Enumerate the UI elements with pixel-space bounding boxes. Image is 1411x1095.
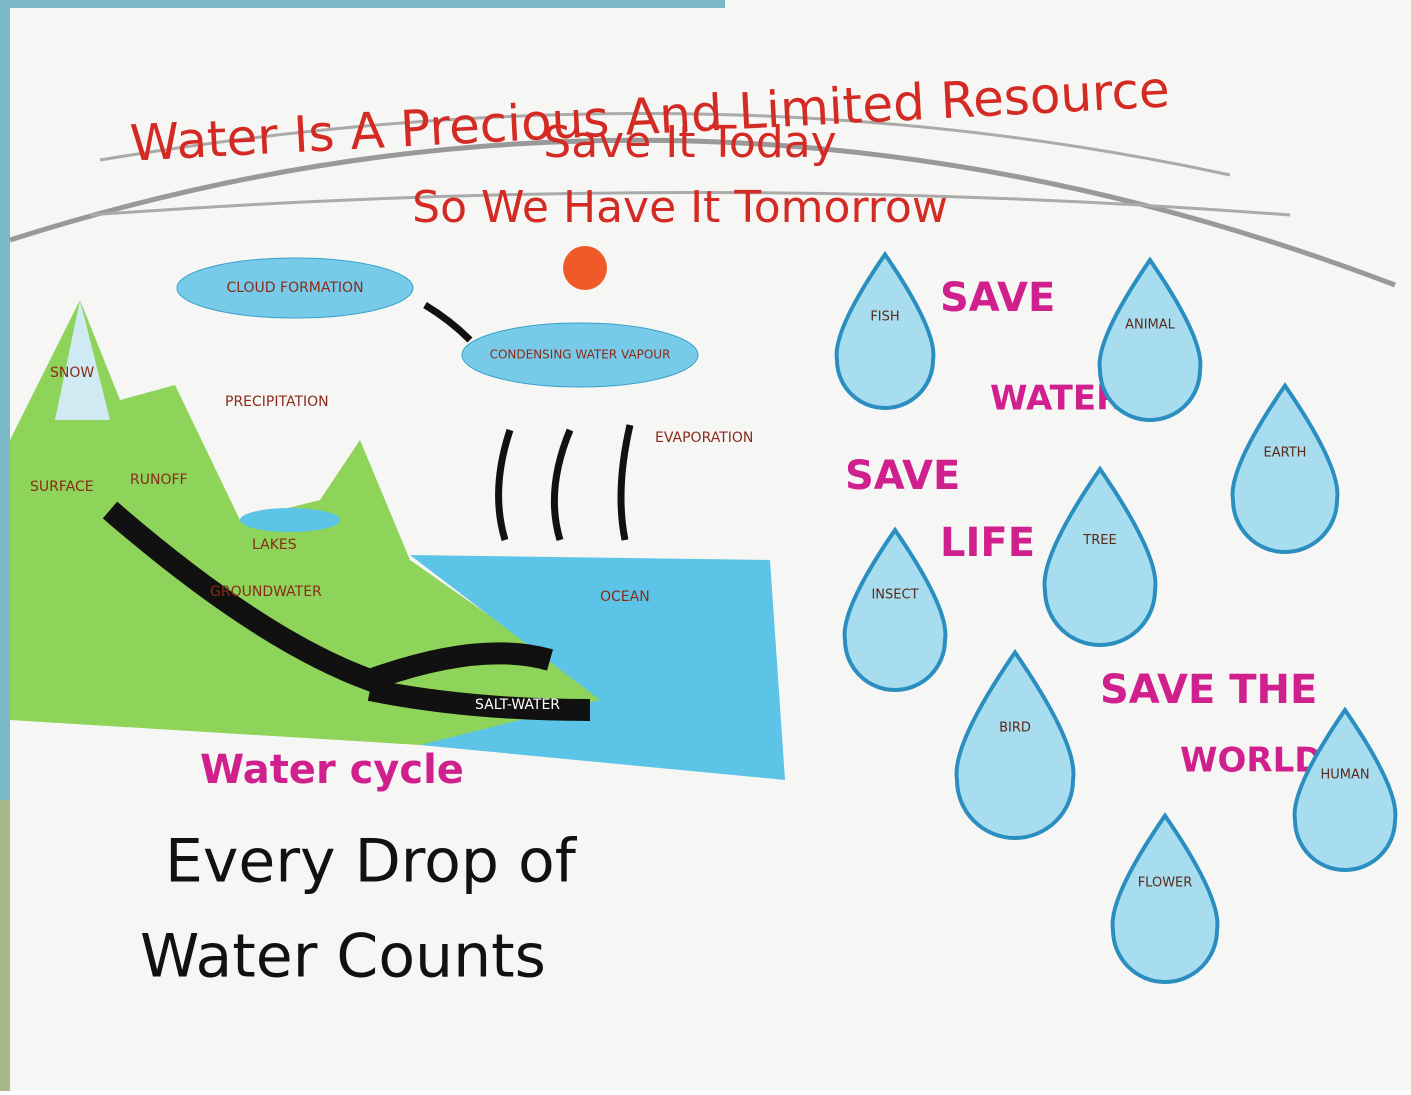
- label: CONDENSING WATER VAPOUR: [490, 348, 671, 362]
- lake: [240, 508, 340, 532]
- label: GROUNDWATER: [210, 584, 322, 600]
- drop-label: FLOWER: [1138, 876, 1193, 891]
- cycle-title: Water cycle: [200, 747, 464, 793]
- slogan: SAVE THE: [1100, 667, 1317, 713]
- subtitle: So We Have It Tomorrow: [412, 182, 948, 233]
- label: SALT-WATER: [475, 697, 560, 713]
- drop-label: FISH: [870, 309, 899, 324]
- slogan: WORLD: [1180, 741, 1322, 781]
- page: Water Is A Precious And Limited Resource…: [0, 0, 1411, 1091]
- label: SNOW: [50, 365, 94, 381]
- drop-label: EARTH: [1264, 446, 1307, 461]
- frame-top: [0, 0, 725, 8]
- label: PRECIPITATION: [225, 394, 329, 410]
- drop-label: INSECT: [871, 588, 918, 603]
- label: CLOUD FORMATION: [226, 280, 363, 296]
- motto: Every Drop of: [165, 827, 578, 897]
- drop-label: TREE: [1082, 533, 1116, 548]
- poster: Water Is A Precious And Limited Resource…: [0, 0, 1411, 1091]
- subtitle: Save It Today: [543, 117, 836, 168]
- drop-label: HUMAN: [1320, 768, 1369, 783]
- motto: Water Counts: [140, 922, 546, 992]
- drop-label: BIRD: [999, 720, 1031, 735]
- label: EVAPORATION: [655, 430, 753, 446]
- slogan: SAVE: [845, 453, 960, 499]
- slogan: LIFE: [940, 520, 1035, 566]
- label: RUNOFF: [130, 472, 188, 488]
- slogan: SAVE: [940, 275, 1055, 321]
- label: OCEAN: [600, 589, 650, 605]
- label: SURFACE: [30, 479, 94, 495]
- sun: [563, 246, 607, 290]
- frame-left-green: [0, 800, 10, 1091]
- drop-label: ANIMAL: [1125, 318, 1176, 333]
- label: LAKES: [252, 537, 297, 553]
